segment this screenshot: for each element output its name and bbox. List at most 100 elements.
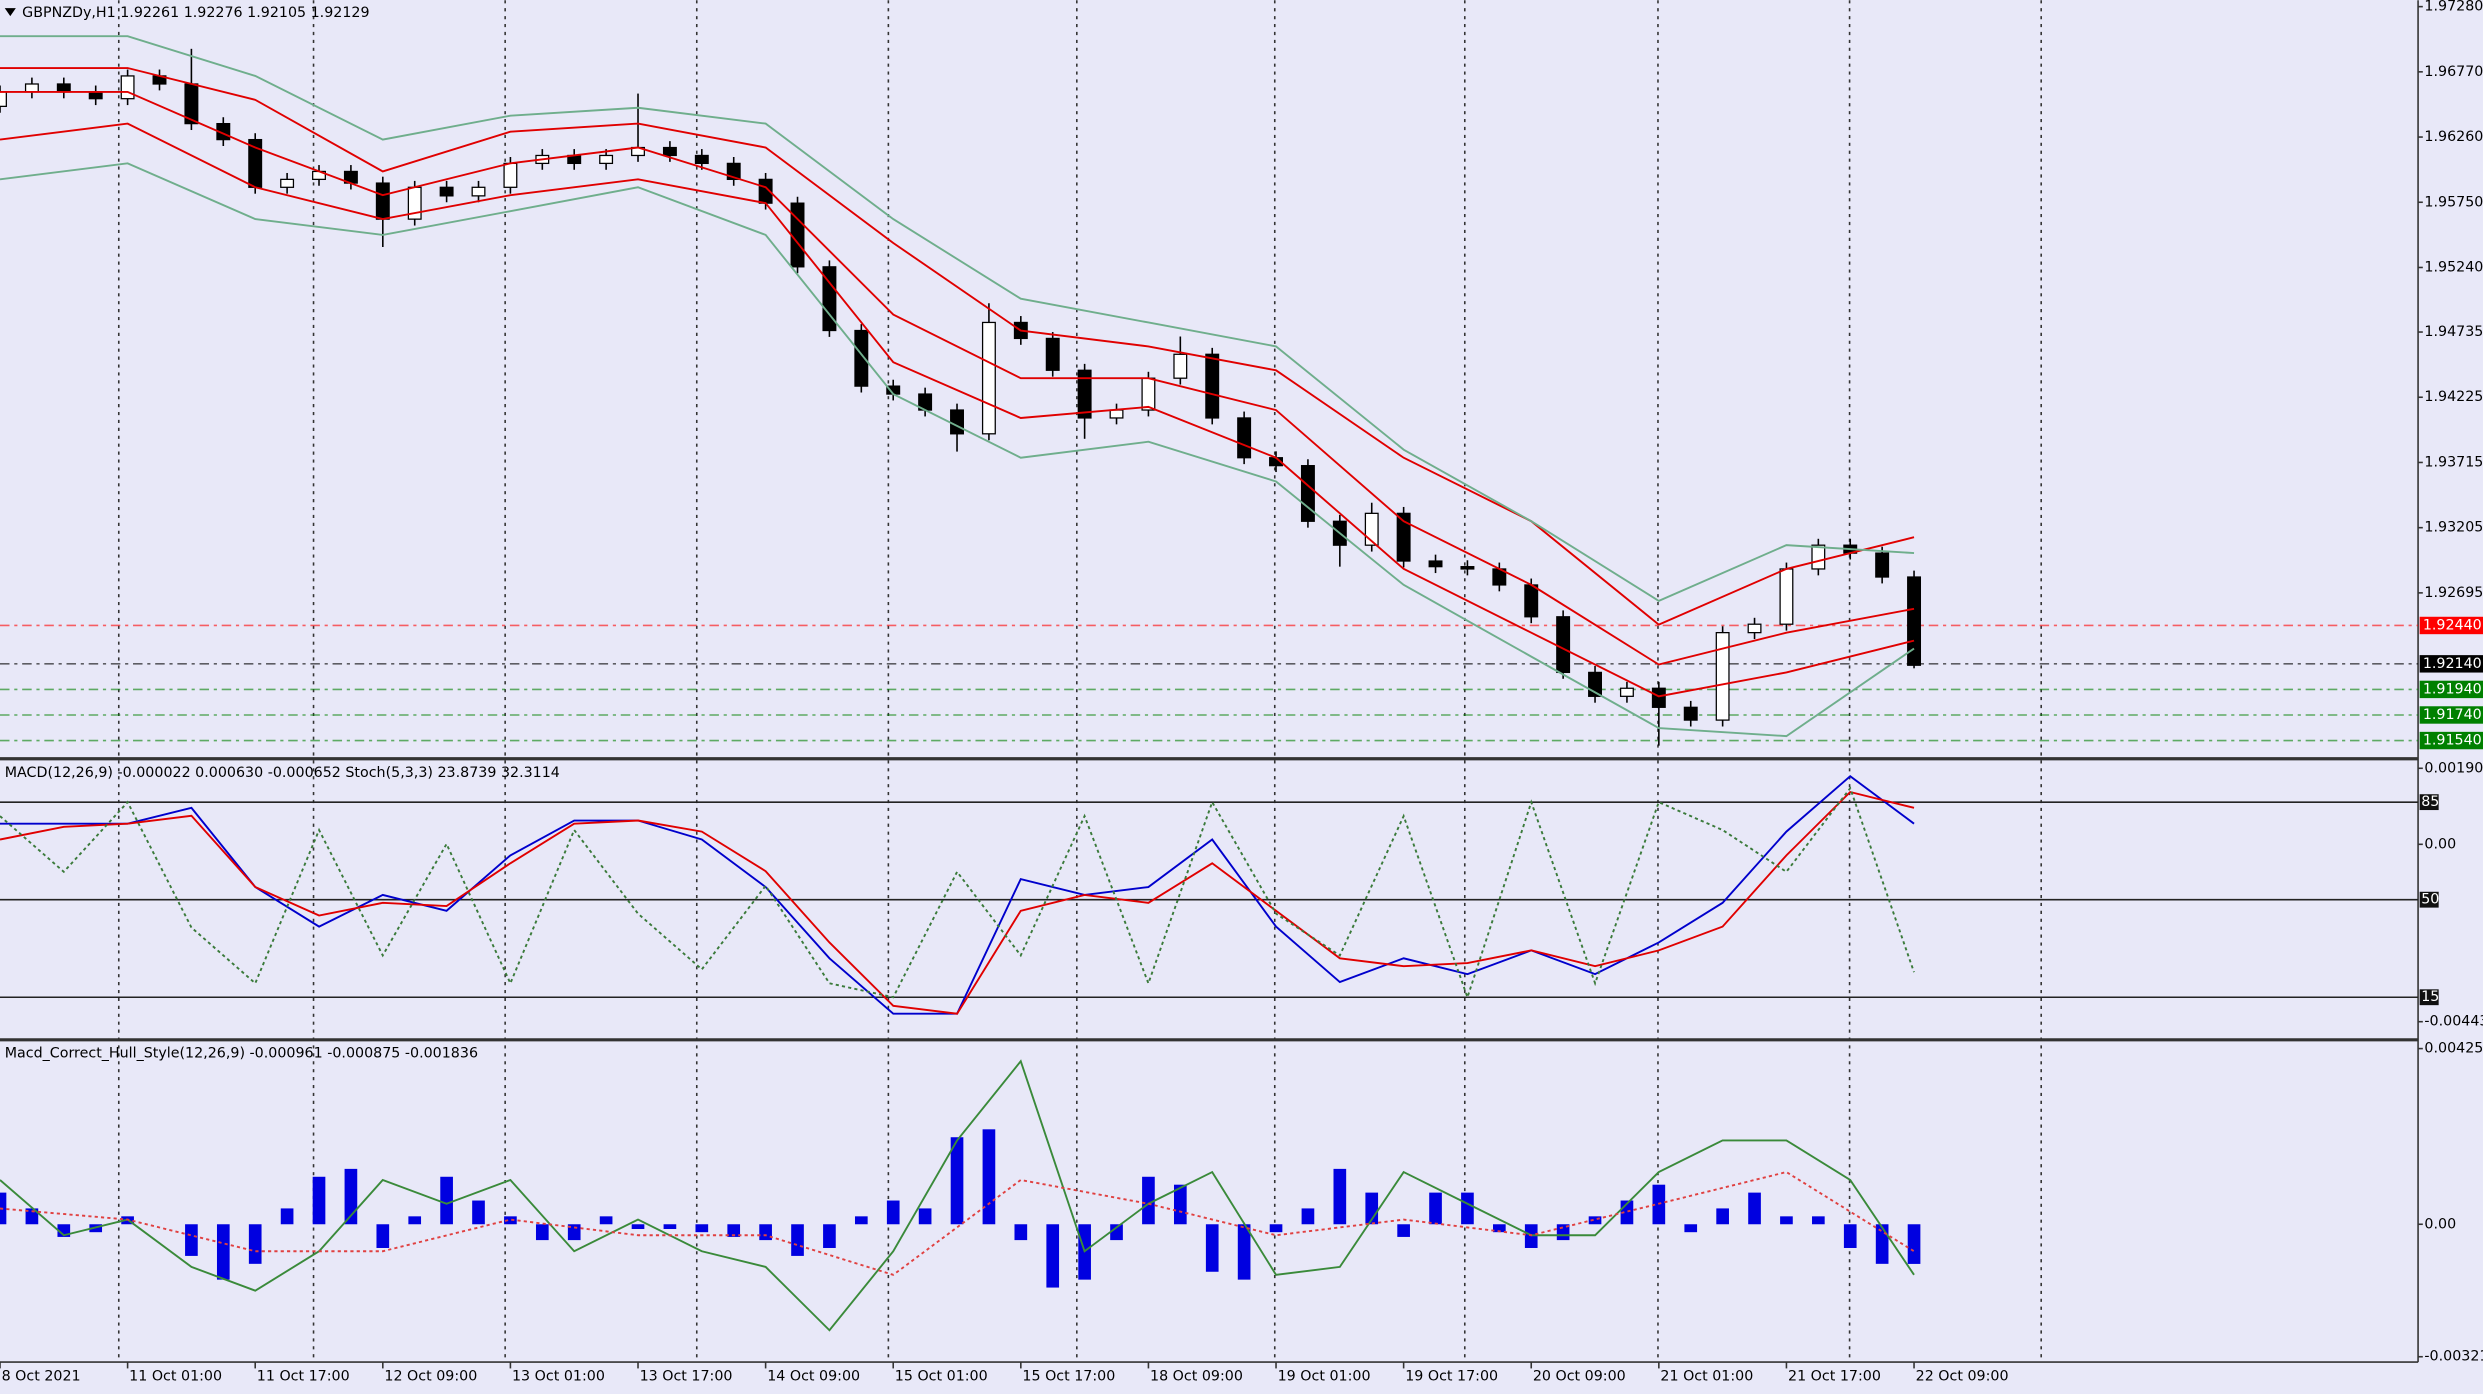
candle-body — [1683, 706, 1698, 721]
y-tick-label: 1.94735 — [2424, 324, 2483, 340]
x-tick-label: 14 Oct 09:00 — [767, 1368, 860, 1384]
candle-body — [1141, 377, 1156, 411]
histogram-bar — [663, 1224, 677, 1230]
candle-body — [1205, 353, 1220, 419]
histogram-bar — [1333, 1168, 1347, 1225]
histogram-bar — [1780, 1216, 1793, 1225]
indicator-line — [0, 35, 1915, 602]
histogram-bar — [567, 1224, 581, 1241]
candle-body — [1460, 566, 1475, 570]
candle-body — [471, 186, 486, 197]
histogram-bar — [631, 1224, 645, 1230]
x-tick-label: 19 Oct 17:00 — [1405, 1368, 1498, 1384]
indicator-line — [0, 790, 1915, 1015]
x-tick-label: 12 Oct 09:00 — [384, 1368, 477, 1384]
y-tick-label: 1.96260 — [2424, 129, 2483, 145]
histogram-bar — [823, 1224, 836, 1248]
candle-body — [1109, 409, 1124, 419]
histogram-bar — [25, 1208, 39, 1225]
candle-body — [56, 83, 71, 93]
histogram-bar — [312, 1176, 326, 1225]
candle-body — [950, 409, 964, 435]
indicator-line — [0, 122, 1915, 698]
histogram-bar — [1110, 1224, 1123, 1241]
level-tag — [2419, 680, 2483, 699]
y-tick-label: 0.00 — [2424, 836, 2456, 852]
histogram-bar — [1205, 1224, 1219, 1272]
histogram-bar — [1812, 1216, 1825, 1225]
indicator-line — [0, 90, 1915, 666]
histogram-bar — [472, 1200, 485, 1225]
histogram-bar — [1429, 1192, 1442, 1225]
panel-title: GBPNZDy,H1 1.92261 1.92276 1.92105 1.921… — [22, 5, 369, 21]
x-tick-label: 13 Oct 01:00 — [512, 1368, 605, 1384]
histogram-bar — [1014, 1224, 1028, 1241]
histogram-bar — [918, 1208, 932, 1225]
histogram-bar — [1588, 1216, 1602, 1225]
y-tick-label: 1.92695 — [2424, 585, 2483, 601]
histogram-bar — [408, 1216, 422, 1225]
level-tag — [2419, 891, 2439, 908]
x-tick-label: 15 Oct 17:00 — [1022, 1368, 1115, 1384]
histogram-bar — [1397, 1224, 1410, 1237]
indicator-line — [0, 67, 1915, 626]
histogram-bar — [1748, 1192, 1761, 1225]
candle-body — [1619, 687, 1634, 697]
panel-title: Macd_Correct_Hull_Style(12,26,9) -0.0009… — [5, 1045, 478, 1061]
level-tag — [2419, 706, 2483, 724]
candle-body — [662, 146, 677, 157]
histogram-bar — [1843, 1224, 1857, 1248]
histogram-bar — [1716, 1208, 1729, 1225]
histogram-bar — [1269, 1224, 1283, 1233]
histogram-bar — [1237, 1224, 1251, 1280]
histogram-bar — [695, 1224, 709, 1233]
candle-body — [88, 91, 103, 100]
day-separators — [117, 0, 2042, 1363]
x-tick-label: 20 Oct 09:00 — [1533, 1368, 1626, 1384]
level-tag — [2419, 655, 2483, 673]
x-tick-label: 19 Oct 01:00 — [1278, 1368, 1371, 1384]
y2-tick-label: 15 — [2421, 989, 2439, 1005]
menu-triangle[interactable] — [4, 8, 16, 17]
histogram-bar — [440, 1176, 453, 1225]
level-tag — [2419, 616, 2483, 635]
histogram-bar — [1492, 1224, 1506, 1233]
y-tick-label: 1.95750 — [2424, 194, 2483, 210]
histogram-bar — [1142, 1176, 1155, 1225]
indicator-line — [0, 1171, 1915, 1276]
y-tick-label: 1.94225 — [2424, 389, 2483, 405]
y-tick-label: 1.93715 — [2424, 454, 2483, 470]
histogram-bar — [1301, 1208, 1315, 1225]
histogram-bar — [759, 1224, 772, 1241]
level-tag — [2419, 794, 2439, 811]
candle-body — [1651, 687, 1666, 708]
histogram-bar — [1907, 1224, 1921, 1264]
histogram-bar — [185, 1224, 198, 1256]
y-tick-label: 0.004257 — [2424, 1041, 2483, 1057]
candle-body — [0, 91, 7, 107]
x-tick-label: 8 Oct 2021 — [2, 1368, 81, 1384]
y-tick-label: 1.95240 — [2424, 259, 2483, 275]
candle-body — [1715, 632, 1730, 721]
candle-body — [280, 178, 295, 188]
level-label: 1.92440 — [2423, 617, 2482, 633]
candle-body — [439, 186, 454, 197]
candle-body — [1173, 353, 1188, 379]
histogram-bar — [344, 1168, 358, 1225]
y-tick-label: 1.93205 — [2424, 520, 2483, 536]
level-label: 1.91940 — [2423, 681, 2482, 697]
candle-body — [1045, 337, 1060, 371]
candle-body — [375, 182, 390, 220]
candle-body — [1811, 544, 1826, 570]
candle-body — [854, 329, 869, 387]
candle-body — [503, 162, 518, 188]
y-tick-label: 0.001901 — [2424, 760, 2483, 776]
histogram-bar — [854, 1216, 868, 1225]
y2-tick-label: 50 — [2421, 892, 2439, 908]
candle-body — [1875, 552, 1890, 578]
histogram-bar — [950, 1137, 964, 1225]
indicator-line — [0, 786, 1915, 1001]
x-tick-label: 21 Oct 17:00 — [1788, 1368, 1881, 1384]
